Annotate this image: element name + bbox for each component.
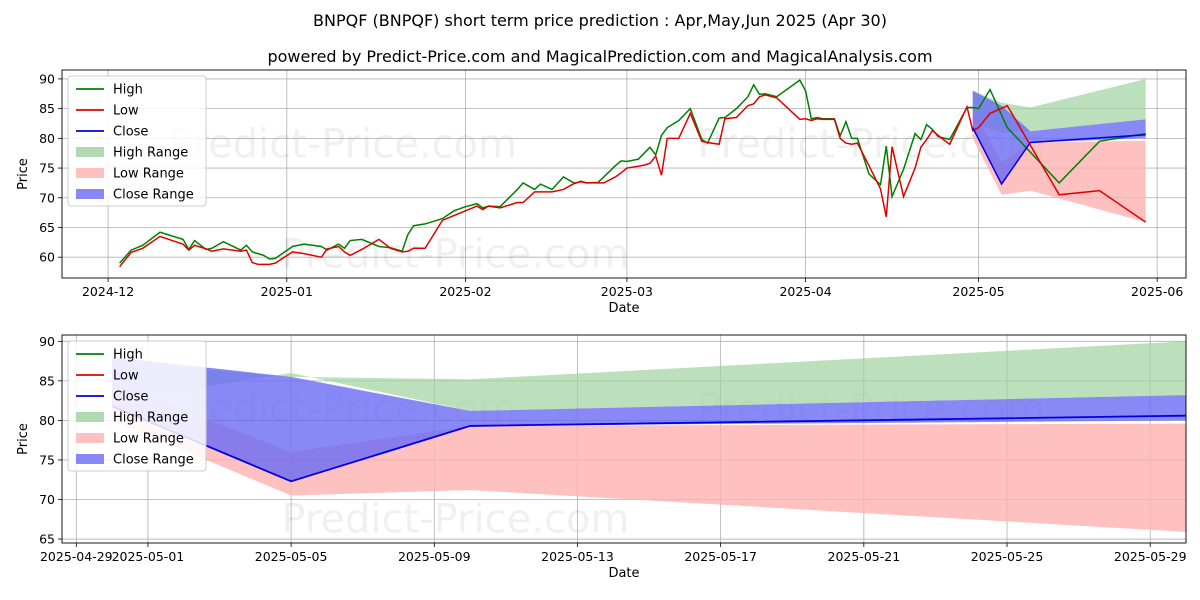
x-axis-label: Date: [608, 566, 639, 581]
y-tick-label: 60: [39, 250, 55, 265]
legend-high-range-label: High Range: [113, 411, 188, 426]
legend-low-label: Low: [113, 104, 139, 119]
high-series-line: [119, 78, 1146, 264]
x-tick-label: 2025-05-13: [541, 549, 614, 564]
y-tick-label: 90: [39, 71, 55, 86]
watermark-text: Predict-Price.com: [169, 121, 517, 167]
y-tick-label: 85: [39, 373, 55, 388]
y-tick-label: 85: [39, 101, 55, 116]
x-tick-label: 2025-04-29: [40, 549, 113, 564]
close-series-line: [972, 127, 1146, 186]
legend-close-range-label: Close Range: [113, 188, 194, 203]
y-tick-label: 75: [39, 161, 55, 176]
y-axis-label: Price: [16, 158, 31, 190]
low-range-band: [972, 109, 1146, 223]
y-tick-label: 80: [39, 413, 55, 428]
legend-close-range-swatch: [76, 454, 104, 464]
x-tick-label: 2025-04: [779, 284, 831, 299]
x-tick-label: 2025-06: [1131, 284, 1183, 299]
x-tick-label: 2025-05-09: [398, 549, 471, 564]
y-tick-label: 70: [39, 190, 55, 205]
x-tick-label: 2025-05-17: [684, 549, 757, 564]
y-tick-label: 80: [39, 131, 55, 146]
axes-frame: [61, 334, 1187, 544]
legend-close-range-label: Close Range: [113, 453, 194, 468]
x-tick-label: 2025-05-29: [1114, 549, 1187, 564]
y-tick-label: 90: [39, 334, 55, 349]
legend-high-range-swatch: [76, 412, 104, 422]
x-tick-label: 2025-03: [601, 284, 653, 299]
legend-high-range-swatch: [76, 147, 104, 157]
y-tick-label: 65: [39, 532, 55, 547]
low-range-band: [112, 382, 1186, 532]
x-tick-label: 2025-02: [439, 284, 491, 299]
x-axis-label: Date: [608, 301, 639, 316]
top-price-chart: Predict-Price.com Predict-Price.comPredic…: [16, 69, 1187, 316]
x-tick-label: 2025-05-05: [255, 549, 328, 564]
legend-high-label: High: [113, 348, 143, 363]
axes-frame: [61, 69, 1187, 279]
legend-low-label: Low: [113, 369, 139, 384]
x-tick-label: 2025-05-21: [828, 549, 901, 564]
legend-low-range-swatch: [76, 433, 104, 443]
x-tick-label: 2025-05-01: [112, 549, 185, 564]
y-tick-label: 65: [39, 220, 55, 235]
legend-low-range-swatch: [76, 168, 104, 178]
watermark-text: Predict-Price.com: [281, 497, 629, 543]
legend-low-range-label: Low Range: [113, 432, 184, 447]
legend-high-range-label: High Range: [113, 146, 188, 161]
y-tick-label: 75: [39, 452, 55, 467]
x-tick-label: 2024-12: [82, 284, 134, 299]
low-series-line: [119, 94, 1147, 268]
bottom-forecast-chart: Predict-Price.comPredict-Price.comPredic…: [16, 334, 1187, 581]
watermark-text: Predict-Price.com: [281, 232, 629, 278]
legend-close-range-swatch: [76, 189, 104, 199]
chart-title-line2: powered by Predict-Price.com and Magical…: [267, 47, 932, 66]
legend-low-range-label: Low Range: [113, 167, 184, 182]
y-tick-label: 70: [39, 492, 55, 507]
x-tick-label: 2025-01: [261, 284, 313, 299]
chart-title-line1: BNPQF (BNPQF) short term price predictio…: [313, 11, 887, 30]
high-range-band: [112, 341, 1186, 411]
legend-close-label: Close: [113, 125, 148, 140]
close-range-band: [972, 90, 1146, 185]
legend-high-label: High: [113, 83, 143, 98]
y-axis-label: Price: [16, 423, 31, 455]
chart-legend: High Low Close High Range Low Range Close Ran…: [67, 75, 207, 207]
chart-legend: High Low Close High Range Low Range Close Ran…: [67, 340, 207, 472]
x-tick-label: 2025-05-25: [971, 549, 1044, 564]
legend-close-label: Close: [113, 390, 148, 405]
close-range-band: [112, 357, 1186, 482]
x-tick-label: 2025-05: [952, 284, 1004, 299]
